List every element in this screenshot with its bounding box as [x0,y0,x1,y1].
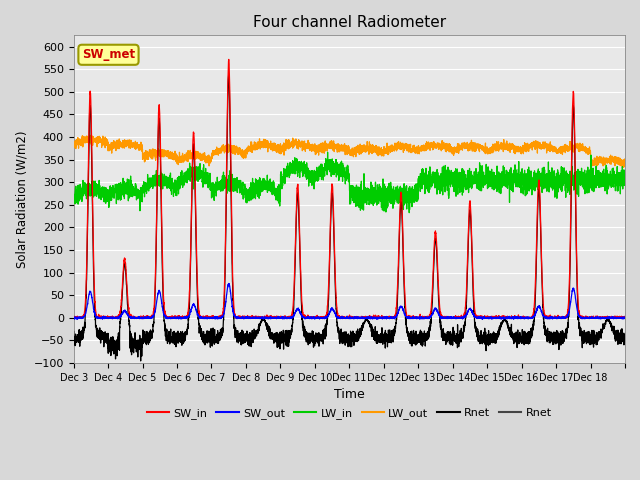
X-axis label: Time: Time [334,388,365,401]
Title: Four channel Radiometer: Four channel Radiometer [253,15,446,30]
Text: SW_met: SW_met [82,48,135,61]
Y-axis label: Solar Radiation (W/m2): Solar Radiation (W/m2) [15,131,28,268]
Legend: SW_in, SW_out, LW_in, LW_out, Rnet, Rnet: SW_in, SW_out, LW_in, LW_out, Rnet, Rnet [143,403,556,423]
